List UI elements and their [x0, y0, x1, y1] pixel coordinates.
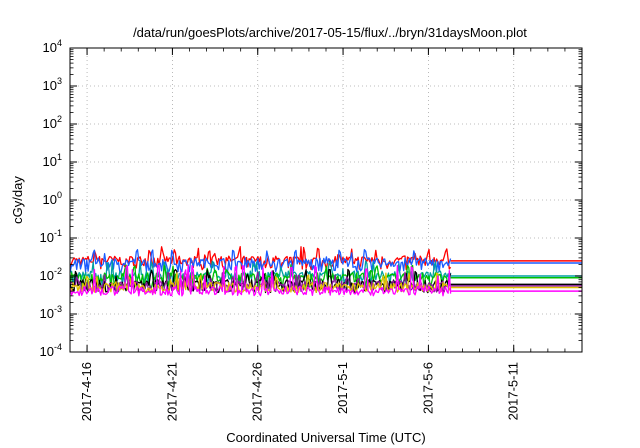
x-tick-label: 2017-5-11 [506, 362, 521, 420]
series-lines [69, 245, 582, 297]
series-line [69, 248, 452, 273]
x-axis-label: Coordinated Universal Time (UTC) [226, 430, 425, 445]
x-tick-label: 2017-4-21 [164, 362, 179, 421]
x-tick-label: 2017-5-1 [335, 362, 350, 414]
y-tick-label: 102 [43, 114, 62, 131]
y-tick-label: 103 [43, 76, 62, 93]
y-axis: 10-4 10-3 10-2 10-1 100 101 102 103 104 [40, 38, 582, 359]
chart-title: /data/run/goesPlots/archive/2017-05-15/f… [133, 25, 527, 40]
y-tick-label: 10-1 [40, 228, 62, 245]
y-tick-label: 104 [43, 38, 62, 55]
x-tick-label: 2017-4-26 [250, 362, 265, 421]
series-line [69, 264, 452, 297]
grid [70, 48, 582, 352]
y-tick-label: 10-3 [40, 304, 62, 321]
x-tick-label: 2017-4-16 [79, 362, 94, 421]
y-tick-label: 101 [43, 152, 62, 169]
y-tick-label: 100 [43, 190, 62, 207]
series-line [69, 245, 452, 271]
x-axis: 2017-4-16 2017-4-21 2017-4-26 2017-5-1 2017-… [79, 48, 566, 421]
y-tick-label: 10-4 [40, 342, 62, 359]
y-tick-label: 10-2 [40, 266, 62, 283]
y-axis-label: cGy/day [10, 176, 25, 224]
series-line [69, 264, 452, 290]
x-tick-label: 2017-5-6 [420, 362, 435, 414]
